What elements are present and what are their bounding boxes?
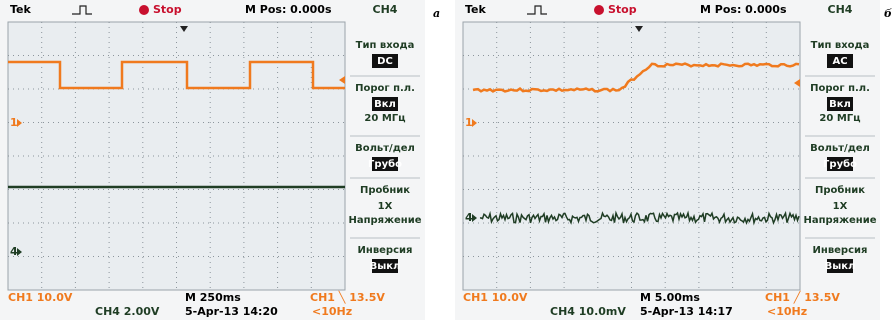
oscilloscope-figure: Tek Stop M Pos: 0.000s CH4 1 4 Тип входа DC Поро… (0, 0, 893, 320)
stop-indicator (594, 5, 604, 15)
ch4-marker: 4 (465, 211, 473, 224)
menu-value: 1X (833, 201, 848, 212)
menu-value: 20 МГц (364, 113, 405, 124)
date-time: 5-Apr-13 14:17 (640, 305, 733, 318)
menu-value: Вкл (374, 99, 396, 110)
run-state: Stop (153, 3, 182, 16)
ch1-marker: 1 (465, 116, 473, 129)
run-state: Stop (608, 3, 637, 16)
timebase: M 5.00ms (640, 291, 700, 304)
ch4-scale: CH4 2.00V (95, 305, 160, 318)
menu-title: Вольт/дел (810, 143, 870, 154)
menu-value: 20 МГц (819, 113, 860, 124)
menu-title: Инверсия (813, 245, 868, 256)
menu-value: Напряжение (803, 215, 876, 226)
trigger-frequency: <10Hz (767, 305, 807, 318)
date-time: 5-Apr-13 14:20 (185, 305, 278, 318)
brand: Tek (465, 3, 487, 16)
menu-value: Вкл (829, 99, 851, 110)
menu-title: Инверсия (358, 245, 413, 256)
menu-value: DC (377, 56, 393, 67)
scope-panel: Tek Stop M Pos: 0.000s CH4 1 4 Тип входа AC Поро… (455, 0, 880, 320)
menu-value: 1X (378, 201, 393, 212)
menu-title: Вольт/дел (355, 143, 415, 154)
scope-panel: Tek Stop M Pos: 0.000s CH4 1 4 Тип входа DC Поро… (0, 0, 425, 320)
menu-value: Напряжение (348, 215, 421, 226)
stop-indicator (139, 5, 149, 15)
horizontal-position: M Pos: 0.000s (700, 3, 787, 16)
menu-title: Пробник (360, 184, 410, 196)
trigger-setting: CH1 ╲ 13.5V (310, 290, 385, 304)
menu-value: Грубо (368, 158, 402, 170)
ch4-marker: 4 (10, 245, 18, 258)
brand: Tek (10, 3, 32, 16)
menu-channel: CH4 (373, 3, 398, 16)
menu-title: Тип входа (811, 40, 870, 51)
horizontal-position: M Pos: 0.000s (245, 3, 332, 16)
timebase: M 250ms (185, 291, 241, 304)
panel-label: б (884, 7, 892, 20)
menu-channel: CH4 (828, 3, 853, 16)
ch4-scale: CH4 10.0mV (550, 305, 626, 318)
menu-title: Порог п.л. (810, 83, 870, 94)
trigger-setting: CH1 ╱ 13.5V (765, 290, 840, 304)
ch1-scale: CH1 10.0V (463, 291, 528, 304)
menu-value: AC (832, 56, 847, 67)
trigger-frequency: <10Hz (312, 305, 352, 318)
ch1-scale: CH1 10.0V (8, 291, 73, 304)
menu-value: Грубо (823, 158, 857, 170)
panel-label: а (433, 7, 440, 20)
ch1-marker: 1 (10, 116, 18, 129)
menu-value: Выкл (370, 261, 401, 272)
menu-value: Выкл (825, 261, 856, 272)
menu-title: Порог п.л. (355, 83, 415, 94)
menu-title: Тип входа (356, 40, 415, 51)
menu-title: Пробник (815, 184, 865, 196)
